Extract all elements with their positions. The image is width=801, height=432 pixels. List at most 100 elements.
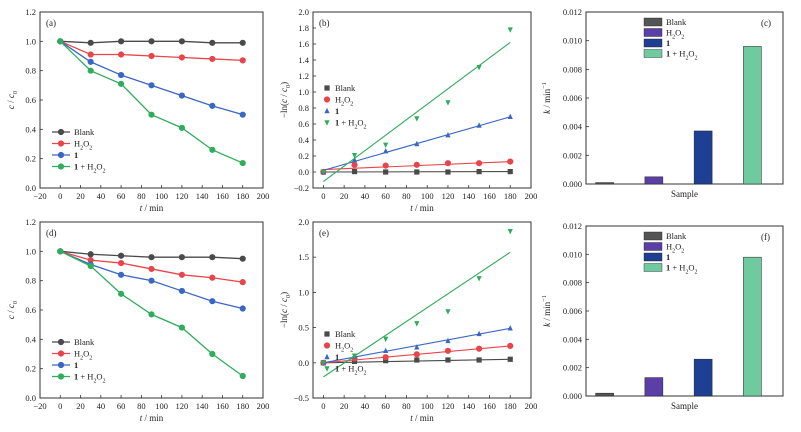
x-tick-label: 120 <box>176 191 189 201</box>
x-tick-label: 200 <box>525 191 538 201</box>
data-point <box>239 57 246 64</box>
y-tick-label: 2.0 <box>298 217 309 227</box>
bars <box>595 46 762 185</box>
x-tick-label: 120 <box>176 401 189 411</box>
y-tick-label: 0.2 <box>25 364 36 374</box>
bar-bar_cat <box>693 130 713 185</box>
x-axis-label: t / min <box>410 203 434 213</box>
legend-label: 1 <box>74 150 78 160</box>
fit-line <box>323 41 511 183</box>
data-point <box>117 259 125 267</box>
data-point <box>444 160 452 167</box>
y-tick-label: 0.008 <box>563 278 582 288</box>
data-point <box>209 55 216 63</box>
data-point <box>476 330 482 337</box>
data-point <box>209 298 216 305</box>
data-point <box>413 161 420 168</box>
legend-label: Blank <box>74 337 95 347</box>
y-tick-label: 0.5 <box>298 323 309 333</box>
legend-label: 1 + H2O2 <box>666 263 698 276</box>
y-tick-label: 0.012 <box>563 221 582 231</box>
legend-marker <box>323 342 331 349</box>
data-point <box>445 337 451 344</box>
x-tick-label: 160 <box>483 191 496 201</box>
y-axis-label: c / c0 <box>6 301 19 319</box>
data-point <box>148 277 155 284</box>
data-point <box>57 248 64 255</box>
y-tick-label: 0.4 <box>25 124 36 134</box>
y-tick-label: 1.0 <box>25 246 36 256</box>
x-tick-label: 200 <box>257 191 270 201</box>
data-point <box>239 305 246 312</box>
data-point <box>383 142 389 148</box>
x-axis-label: t / min <box>140 413 164 423</box>
x-tick-label: 20 <box>76 191 85 201</box>
data-point <box>239 372 246 380</box>
data-point <box>148 82 155 89</box>
data-point <box>148 111 155 118</box>
data-point <box>117 71 125 79</box>
y-tick-label: 1.2 <box>298 71 309 81</box>
y-tick-label: 0.8 <box>25 66 36 76</box>
y-tick-label: 1.0 <box>298 87 309 97</box>
data-point <box>209 254 216 261</box>
y-tick-label: 0.002 <box>563 363 582 373</box>
data-point <box>414 344 420 350</box>
data-point <box>507 356 513 362</box>
data-point <box>383 336 389 343</box>
bar-bar_blank <box>595 182 614 185</box>
data-point <box>239 39 246 46</box>
series-cat_h2o2 <box>57 248 246 380</box>
series-cat_h2o2 <box>320 228 513 378</box>
data-point <box>383 358 389 364</box>
x-tick-label: 20 <box>340 191 349 201</box>
x-tick-label: 20 <box>76 401 85 411</box>
data-point <box>178 287 186 295</box>
x-tick-label: 0 <box>321 191 325 201</box>
y-tick-label: 0.0 <box>298 358 309 368</box>
legend-swatch <box>643 38 663 48</box>
x-tick-label: 40 <box>97 401 106 411</box>
chart-panel-e: −0.5 0.0 0.5 1.0 1.5 2.0 0 20 40 60 80 100 120 140 160… <box>279 217 537 423</box>
legend-marker <box>57 151 65 159</box>
data-point <box>239 159 246 167</box>
y-tick-label: 0.4 <box>298 135 309 145</box>
data-point <box>476 276 482 282</box>
data-point <box>320 169 326 176</box>
y-tick-label: 1.6 <box>298 39 309 49</box>
data-point <box>178 92 186 99</box>
y-tick-label: −0.5 <box>294 393 309 403</box>
bar-bar_h2o2 <box>644 377 664 397</box>
data-point <box>148 311 155 318</box>
legend-marker <box>324 331 330 337</box>
x-tick-label: 100 <box>155 191 168 201</box>
x-tick-label: 0 <box>58 401 62 411</box>
x-tick-label: 100 <box>155 401 168 411</box>
y-tick-label: 0.004 <box>563 122 583 132</box>
y-tick-label: 1.0 <box>298 287 309 297</box>
data-point <box>414 321 420 327</box>
y-tick-label: 2.0 <box>298 7 309 17</box>
x-tick-label: 180 <box>504 401 517 411</box>
data-point <box>351 353 358 359</box>
y-tick-label: 0.6 <box>298 119 309 129</box>
data-point <box>351 156 358 163</box>
x-tick-label: 140 <box>462 191 475 201</box>
chart-panel-a: 0.0 0.2 0.4 0.6 0.8 1.0 1.2 −20 0 20 40 60 80 100 120 1… <box>6 7 269 213</box>
panel-label: (d) <box>46 228 57 238</box>
data-point <box>351 169 358 175</box>
y-tick-label: 0.012 <box>563 7 582 17</box>
bars <box>595 256 762 397</box>
series-cat <box>57 38 246 118</box>
y-tick-label: 0.010 <box>563 36 582 46</box>
y-tick-label: 0.6 <box>25 95 36 105</box>
data-point <box>475 160 483 167</box>
y-tick-label: 1.8 <box>298 23 309 33</box>
data-point <box>351 153 358 159</box>
x-tick-label: 80 <box>402 401 411 411</box>
legend-marker <box>324 366 330 372</box>
data-point <box>382 162 389 169</box>
data-point <box>117 290 125 297</box>
